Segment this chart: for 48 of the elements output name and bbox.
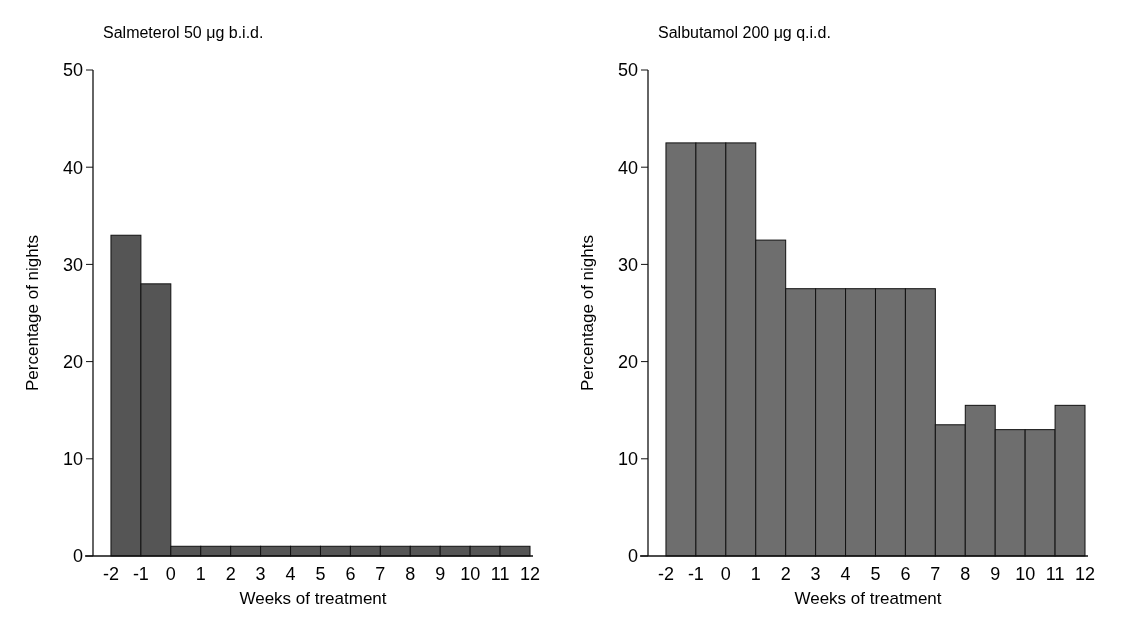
x-tick-label: 4	[285, 564, 296, 584]
x-tick-label: -1	[687, 564, 704, 584]
x-tick-label: 9	[990, 564, 1001, 584]
x-tick-label: 11	[490, 564, 510, 584]
x-tick-label: 6	[900, 564, 911, 584]
y-axis-title: Percentage of nights	[23, 235, 42, 391]
y-tick-label: 20	[62, 351, 83, 372]
y-tick-label: 30	[62, 254, 83, 275]
x-tick-label: 10	[1015, 564, 1036, 584]
x-tick-label: 10	[460, 564, 481, 584]
y-tick-label: 30	[617, 254, 638, 275]
x-tick-label: 7	[375, 564, 386, 584]
y-tick-label: 50	[62, 60, 83, 81]
x-tick-label: 3	[810, 564, 821, 584]
y-tick-label: 10	[617, 449, 638, 470]
x-tick-label: 6	[345, 564, 356, 584]
y-tick-label: 50	[617, 60, 638, 81]
y-tick-label: 40	[62, 157, 83, 178]
x-axis-title: Weeks of treatment	[239, 589, 387, 608]
x-tick-label: 0	[165, 564, 176, 584]
x-tick-label: 1	[195, 564, 206, 584]
x-tick-label: 5	[870, 564, 881, 584]
x-tick-label: 3	[255, 564, 266, 584]
x-tick-label: 11	[1045, 564, 1065, 584]
x-tick-label: 8	[405, 564, 416, 584]
y-tick-label: 0	[627, 546, 638, 567]
x-tick-label: 9	[435, 564, 446, 584]
x-tick-label: 7	[930, 564, 941, 584]
x-tick-label: -2	[102, 564, 119, 584]
y-tick-label: 40	[617, 157, 638, 178]
y-tick-label: 10	[62, 449, 83, 470]
x-tick-label: -2	[657, 564, 674, 584]
x-tick-label: 8	[960, 564, 971, 584]
x-tick-label: 1	[750, 564, 761, 584]
x-tick-label: 5	[315, 564, 326, 584]
x-tick-label: 2	[780, 564, 791, 584]
y-tick-label: 0	[72, 546, 83, 567]
y-tick-label: 20	[617, 351, 638, 372]
chart-title: Salmeterol 50 μg b.i.d.	[103, 24, 264, 41]
x-tick-label: 4	[840, 564, 851, 584]
x-tick-label: 0	[720, 564, 731, 584]
x-tick-label: -1	[132, 564, 149, 584]
x-tick-label: 12	[1074, 564, 1096, 584]
x-tick-label: 12	[519, 564, 541, 584]
y-axis-title: Percentage of nights	[578, 235, 597, 391]
chart-title: Salbutamol 200 μg q.i.d.	[658, 24, 831, 41]
x-axis-title: Weeks of treatment	[794, 589, 942, 608]
x-tick-label: 2	[225, 564, 236, 584]
